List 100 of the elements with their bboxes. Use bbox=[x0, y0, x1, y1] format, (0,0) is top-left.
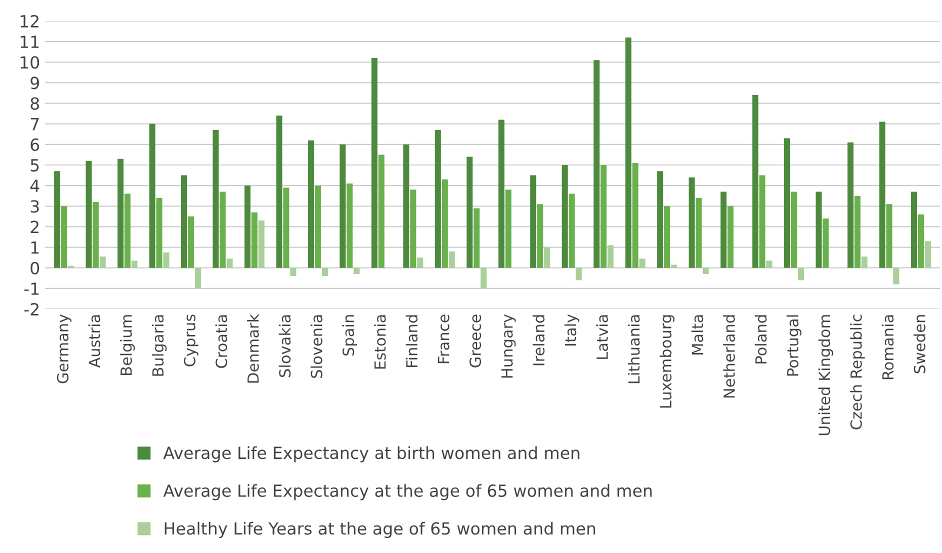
bar bbox=[149, 124, 156, 268]
bar bbox=[886, 204, 892, 268]
bar bbox=[410, 190, 416, 268]
bar bbox=[671, 264, 678, 268]
x-tick-label: Poland bbox=[754, 315, 767, 364]
bar bbox=[696, 198, 702, 268]
bar bbox=[92, 202, 99, 268]
bar bbox=[251, 212, 258, 268]
bar bbox=[632, 162, 638, 268]
bar bbox=[600, 165, 607, 268]
y-tick-label: 4 bbox=[30, 180, 40, 192]
x-tick-label: Hungary bbox=[501, 314, 516, 378]
y-tick-label: -1 bbox=[24, 282, 39, 295]
bar bbox=[354, 268, 360, 274]
bar bbox=[879, 122, 886, 268]
bar bbox=[893, 268, 900, 284]
bar bbox=[798, 268, 804, 280]
y-tick-label: 2 bbox=[30, 220, 38, 234]
bar bbox=[100, 256, 106, 268]
x-tick-label: Greece bbox=[470, 314, 482, 368]
y-tick-label: 11 bbox=[20, 36, 39, 48]
bar bbox=[759, 175, 766, 268]
bar bbox=[466, 156, 473, 268]
bar bbox=[86, 160, 92, 268]
x-tick-label: Italy bbox=[564, 314, 580, 346]
bar bbox=[790, 192, 798, 268]
bar bbox=[480, 268, 487, 288]
bar bbox=[442, 179, 448, 268]
bar bbox=[544, 247, 550, 268]
bar bbox=[688, 177, 695, 268]
bar bbox=[434, 130, 441, 268]
x-tick-label: Portugal bbox=[786, 315, 802, 376]
x-tick-label: France bbox=[438, 314, 450, 364]
bar bbox=[625, 37, 632, 268]
bar bbox=[244, 186, 250, 268]
x-tick-label: Croatia bbox=[215, 315, 228, 368]
bar bbox=[403, 144, 410, 268]
x-tick-label: Denmark bbox=[247, 314, 259, 383]
bar bbox=[54, 171, 60, 268]
bar bbox=[505, 190, 512, 268]
bar bbox=[308, 140, 314, 268]
bar bbox=[657, 171, 664, 268]
bar bbox=[752, 95, 758, 268]
y-tick-label: 6 bbox=[30, 138, 40, 151]
bar bbox=[290, 268, 296, 276]
bar bbox=[594, 60, 600, 268]
bar bbox=[448, 251, 455, 268]
bar bbox=[220, 192, 226, 268]
x-tick-label: Sweden bbox=[914, 315, 926, 374]
y-tick-label: 8 bbox=[30, 97, 39, 110]
y-tick-label: 1 bbox=[31, 241, 39, 254]
bar bbox=[322, 268, 328, 276]
legend-label: Average Life Expectancy at the age of 65 women and men bbox=[163, 484, 652, 500]
bar bbox=[702, 268, 709, 274]
y-tick-label: 3 bbox=[30, 200, 39, 213]
bar bbox=[910, 192, 917, 268]
x-tick-label: Latvia bbox=[596, 315, 608, 359]
bar bbox=[314, 186, 321, 268]
bar bbox=[118, 158, 124, 268]
x-tick-label: United Kingdom bbox=[818, 315, 834, 436]
bar bbox=[562, 165, 568, 268]
bar bbox=[568, 194, 575, 268]
x-tick-label: Finland bbox=[406, 315, 418, 367]
y-tick-label: 10 bbox=[20, 56, 40, 69]
x-tick-label: Romania bbox=[882, 315, 894, 380]
bar bbox=[474, 208, 480, 268]
bar bbox=[371, 58, 378, 268]
y-tick-label: 9 bbox=[30, 76, 39, 90]
bar bbox=[188, 216, 194, 268]
x-tick-label: Malta bbox=[691, 315, 704, 354]
bar bbox=[816, 192, 822, 268]
legend-label: Average Life Expectancy at birth women and men bbox=[163, 446, 580, 462]
x-tick-label: Lithuania bbox=[628, 315, 640, 384]
y-tick-label: 7 bbox=[30, 118, 39, 130]
bar bbox=[784, 138, 790, 268]
bar bbox=[180, 175, 188, 268]
x-tick-label: Slovenia bbox=[310, 315, 322, 378]
x-tick-label: Estonia bbox=[374, 315, 386, 369]
bar bbox=[728, 206, 734, 268]
x-tick-label: Slovakia bbox=[278, 315, 291, 378]
y-tick-label: -2 bbox=[24, 302, 38, 316]
x-tick-label: Luxembourg bbox=[660, 315, 674, 408]
bar bbox=[258, 220, 264, 268]
y-tick-label: 5 bbox=[30, 159, 39, 172]
bar bbox=[340, 144, 346, 268]
bar bbox=[530, 175, 536, 268]
x-tick-label: Czech Republic bbox=[850, 314, 865, 430]
bar bbox=[378, 154, 384, 268]
bar bbox=[608, 245, 614, 268]
bar bbox=[918, 214, 924, 268]
bar bbox=[61, 206, 68, 268]
bar bbox=[346, 184, 353, 268]
bar bbox=[283, 188, 290, 268]
bar bbox=[924, 241, 931, 268]
bar bbox=[194, 268, 201, 288]
x-tick-label: Austria bbox=[88, 315, 100, 368]
bar bbox=[212, 130, 219, 268]
x-tick-label: Bulgaria bbox=[152, 315, 167, 376]
bar bbox=[537, 204, 544, 268]
bar bbox=[124, 194, 131, 268]
